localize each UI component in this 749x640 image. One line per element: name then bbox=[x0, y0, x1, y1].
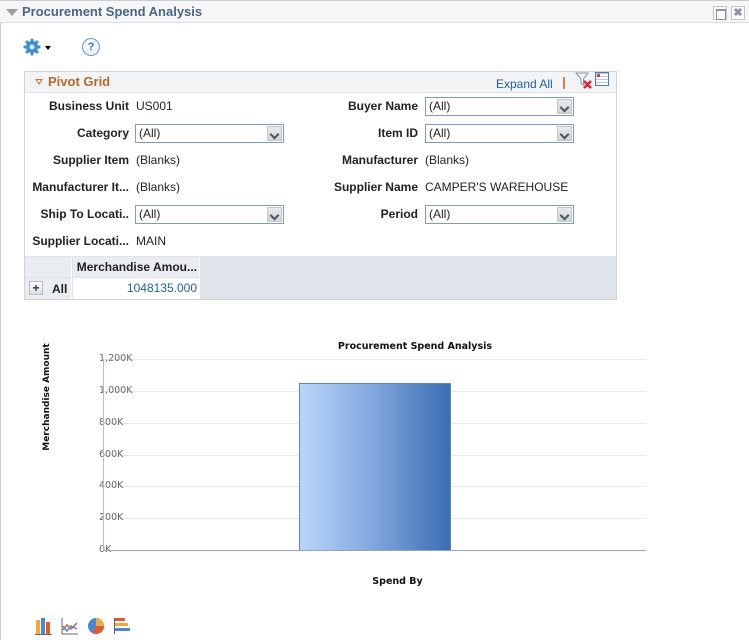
filter-value-supplier-name: CAMPER'S WAREHOUSE bbox=[425, 180, 569, 194]
y-tick: 1,200K bbox=[99, 353, 133, 364]
row-header-all: + All bbox=[25, 278, 72, 299]
chevron-down-icon[interactable] bbox=[557, 207, 572, 222]
ship-to-location-select[interactable]: (All) bbox=[135, 205, 284, 224]
y-tick: 600K bbox=[99, 449, 124, 460]
window-titlebar: Procurement Spend Analysis ✖ bbox=[0, 0, 749, 23]
filter-value-supplier-item: (Blanks) bbox=[136, 153, 181, 167]
filter-label-supplier-location: Supplier Locati... bbox=[32, 234, 129, 248]
grid-view-icon[interactable] bbox=[595, 72, 609, 86]
table-cell-merchandise-amount[interactable]: 1048135.000 bbox=[73, 278, 200, 299]
expand-all-link[interactable]: Expand All bbox=[496, 77, 553, 91]
window-title: Procurement Spend Analysis bbox=[22, 4, 203, 19]
filter-label-manufacturer-item: Manufacturer It... bbox=[32, 180, 129, 194]
filter-label-period: Period bbox=[380, 207, 418, 221]
y-axis-label: Merchandise Amount bbox=[42, 343, 52, 451]
filter-value-supplier-location: MAIN bbox=[136, 234, 166, 248]
filter-value-business-unit: US001 bbox=[136, 99, 173, 113]
horizontal-bar-chart-icon[interactable] bbox=[113, 617, 131, 635]
filter-label-buyer-name: Buyer Name bbox=[347, 99, 418, 113]
chevron-down-icon[interactable] bbox=[557, 126, 572, 141]
bar-chart-icon[interactable] bbox=[35, 617, 53, 635]
help-icon[interactable]: ? bbox=[82, 38, 100, 56]
item-id-select[interactable]: (All) bbox=[425, 124, 574, 143]
chart-bar[interactable] bbox=[299, 383, 451, 550]
ship-to-location-select-value: (All) bbox=[139, 207, 161, 221]
y-tick: 200K bbox=[99, 512, 124, 523]
x-axis bbox=[103, 550, 646, 551]
bar-chart: Procurement Spend Analysis Merchandise A… bbox=[0, 330, 749, 600]
period-select[interactable]: (All) bbox=[425, 205, 574, 224]
gear-icon[interactable] bbox=[23, 38, 41, 56]
category-select-value: (All) bbox=[139, 126, 161, 140]
filter-label-ship-to-location: Ship To Locati.. bbox=[40, 207, 129, 221]
filter-label-supplier-item: Supplier Item bbox=[52, 153, 129, 167]
y-axis bbox=[103, 359, 104, 551]
pivot-table-corner bbox=[25, 257, 72, 277]
filter-label-supplier-name: Supplier Name bbox=[333, 180, 418, 194]
filter-label-category: Category bbox=[76, 126, 129, 140]
pivot-grid-title: Pivot Grid bbox=[48, 74, 111, 89]
chevron-down-icon[interactable] bbox=[267, 126, 282, 141]
settings-dropdown-caret-icon[interactable] bbox=[45, 46, 51, 50]
clear-filter-icon[interactable] bbox=[575, 72, 593, 90]
x-axis-label: Spend By bbox=[372, 576, 423, 587]
row-label: All bbox=[52, 282, 68, 296]
y-tick: 1,000K bbox=[99, 385, 133, 396]
line-chart-icon[interactable] bbox=[61, 617, 79, 635]
chart-title: Procurement Spend Analysis bbox=[337, 341, 493, 352]
y-tick: 400K bbox=[99, 480, 124, 491]
gridline bbox=[102, 359, 646, 360]
y-tick: 0K bbox=[99, 544, 111, 555]
pivot-grid-panel: Pivot Grid Expand All Business Unit US00… bbox=[24, 71, 617, 300]
category-select[interactable]: (All) bbox=[135, 124, 284, 143]
chevron-down-icon[interactable] bbox=[267, 207, 282, 222]
pie-chart-icon[interactable] bbox=[87, 617, 105, 635]
buyer-name-select-value: (All) bbox=[429, 99, 451, 113]
chevron-down-icon[interactable] bbox=[557, 99, 572, 114]
period-select-value: (All) bbox=[429, 207, 451, 221]
buyer-name-select[interactable]: (All) bbox=[425, 97, 574, 116]
filter-label-business-unit: Business Unit bbox=[48, 99, 129, 113]
close-button[interactable]: ✖ bbox=[731, 6, 745, 20]
item-id-select-value: (All) bbox=[429, 126, 451, 140]
filter-value-manufacturer: (Blanks) bbox=[425, 153, 470, 167]
frame-border bbox=[0, 23, 1, 640]
pivot-grid-header: Pivot Grid Expand All bbox=[25, 72, 616, 93]
expand-row-button[interactable]: + bbox=[29, 281, 43, 295]
column-header-merchandise-amount[interactable]: Merchandise Amou... bbox=[73, 257, 200, 277]
filter-value-manufacturer-item: (Blanks) bbox=[136, 180, 181, 194]
pivot-collapse-icon[interactable] bbox=[35, 79, 43, 85]
filter-label-manufacturer: Manufacturer bbox=[341, 153, 418, 167]
y-tick: 800K bbox=[99, 417, 124, 428]
collapse-triangle-icon[interactable] bbox=[6, 9, 18, 16]
filter-label-item-id: Item ID bbox=[377, 126, 418, 140]
separator bbox=[563, 77, 565, 89]
maximize-button[interactable] bbox=[713, 6, 727, 20]
